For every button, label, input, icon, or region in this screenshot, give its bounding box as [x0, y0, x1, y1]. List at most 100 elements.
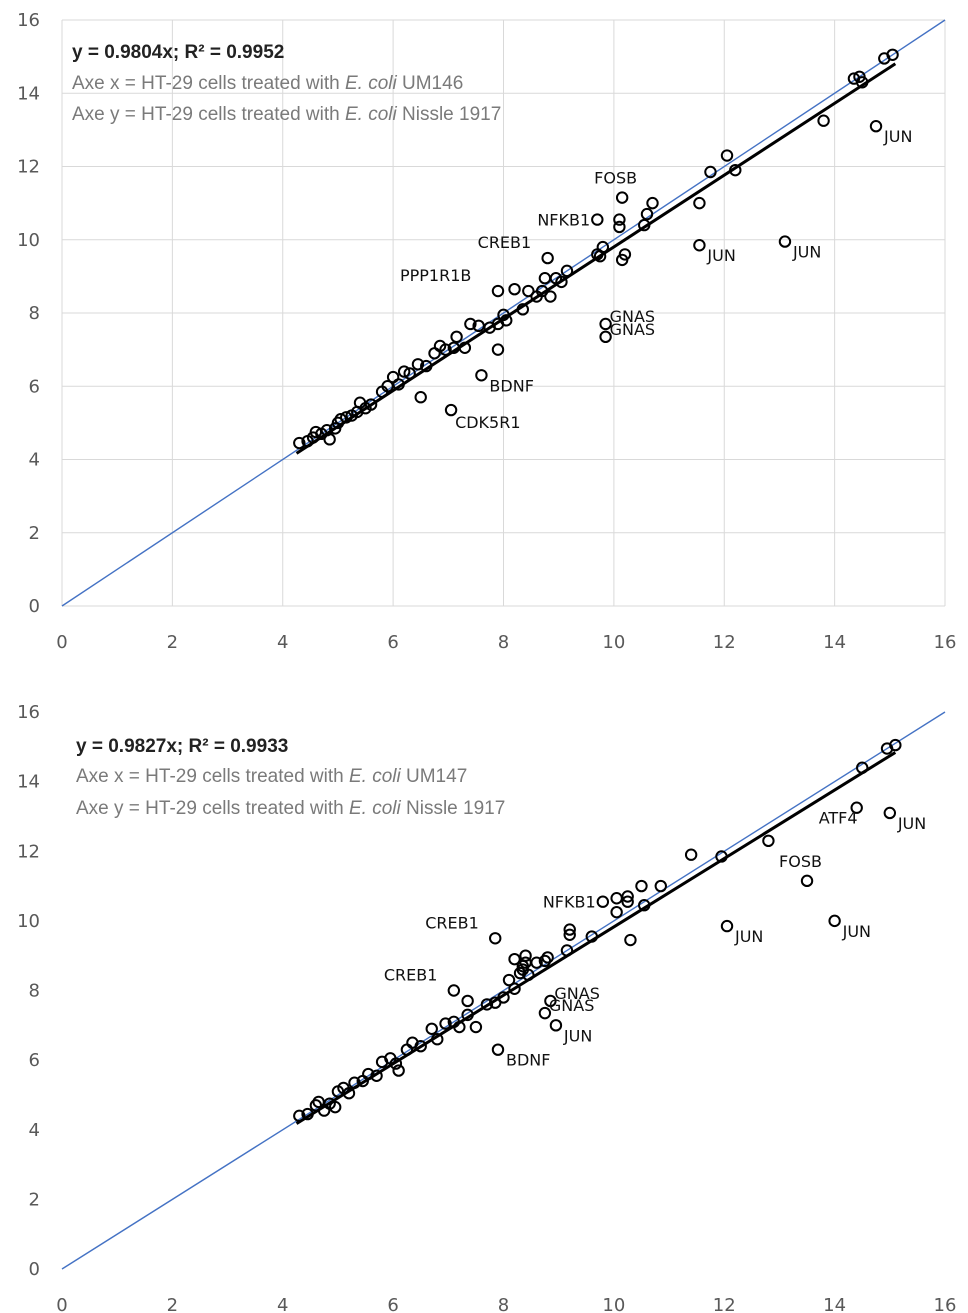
gene-label: BDNF	[506, 1051, 550, 1070]
gene-label: CDK5R1	[455, 413, 520, 432]
data-point	[464, 317, 477, 331]
y-tick-label: 6	[29, 376, 40, 397]
gene-label: JUN	[734, 927, 763, 946]
x-tick-label: 0	[56, 632, 67, 653]
data-point	[541, 951, 554, 964]
y-tick-label: 12	[17, 157, 40, 178]
scatter-chart-um146: JUN FOSB NFKB1 CREB1 JUN JUN PPP1R1B GNAS GNAS BD…	[17, 10, 956, 653]
data-point	[729, 163, 742, 177]
data-point	[348, 1076, 361, 1089]
data-point	[414, 391, 427, 404]
data-point	[508, 952, 521, 966]
y-tick-label: 0	[29, 1259, 40, 1280]
gene-label: GNAS	[554, 984, 599, 1003]
y-tick-label: 4	[29, 450, 40, 471]
data-point	[563, 928, 576, 941]
x-tick-label: 12	[713, 1295, 736, 1313]
identity-line	[61, 711, 946, 1270]
gene-label: BDNF	[489, 376, 533, 395]
data-point	[828, 914, 841, 928]
y-tick-label: 8	[29, 981, 40, 1002]
data-point	[340, 411, 353, 424]
gene-label: GNAS	[610, 320, 655, 339]
data-point	[762, 834, 775, 848]
scatter-chart-um147: ATF4 JUN FOSB NFKB1 CREB1 JUN JUN CREB1 GNAS GNAS…	[0, 660, 968, 1313]
data-point	[420, 359, 433, 373]
data-point	[560, 264, 574, 278]
x-tick-label: 12	[713, 632, 736, 653]
gene-label: JUN	[792, 243, 821, 262]
data-point	[596, 895, 610, 908]
data-points	[293, 738, 902, 1123]
regression-lines	[61, 711, 946, 1270]
data-point	[704, 165, 717, 179]
data-point	[654, 879, 667, 893]
y-tick-label: 2	[29, 523, 40, 544]
data-point	[817, 114, 830, 127]
axis-tick-labels: 0 2 4 6 8 10 12 14 16 0 2 4 6 8 10 12 14 16	[17, 10, 956, 653]
data-point	[491, 1043, 505, 1056]
data-point	[364, 398, 378, 411]
data-point	[489, 932, 502, 945]
data-point	[889, 738, 902, 752]
data-point	[458, 341, 472, 354]
data-point	[800, 874, 814, 888]
data-point	[444, 403, 458, 417]
y-tick-label: 10	[17, 911, 40, 932]
y-tick-label: 2	[29, 1189, 40, 1210]
gene-label: PPP1R1B	[400, 266, 471, 285]
data-point	[613, 213, 626, 226]
gene-label: ATF4	[819, 809, 858, 828]
data-point	[328, 1100, 342, 1114]
data-point	[334, 413, 347, 426]
regression-equation: y = 0.9827x; R² = 0.9933	[76, 736, 288, 757]
data-point	[850, 801, 863, 814]
data-point	[491, 343, 505, 356]
scatter-plot-um147: ATF4 JUN FOSB NFKB1 CREB1 JUN JUN CREB1 GNASGNAS…	[17, 702, 956, 1313]
data-point	[720, 919, 734, 933]
gene-label: JUN	[842, 922, 871, 941]
x-axis-description: Axe x = HT-29 cells treated with E. coli…	[72, 73, 463, 94]
x-tick-label: 4	[277, 1295, 288, 1313]
data-point	[500, 314, 513, 327]
gene-labels: ATF4 JUN FOSB NFKB1 CREB1 JUN JUN CREB1 GNASGNAS…	[384, 809, 926, 1070]
data-point	[693, 196, 706, 210]
y-tick-label: 0	[29, 596, 40, 617]
data-point	[883, 806, 897, 820]
data-point	[370, 1069, 383, 1082]
data-point	[362, 1067, 375, 1081]
data-point	[684, 848, 698, 861]
y-tick-label: 6	[29, 1050, 40, 1071]
data-point	[480, 998, 494, 1011]
data-point	[461, 1008, 474, 1022]
y-tick-label: 4	[29, 1120, 40, 1141]
gene-label: JUN	[563, 1026, 592, 1045]
x-tick-label: 10	[602, 632, 625, 653]
x-tick-label: 14	[823, 632, 846, 653]
data-point	[560, 944, 574, 957]
x-tick-label: 4	[277, 632, 288, 653]
data-point	[693, 239, 706, 252]
data-point	[397, 365, 411, 378]
data-point	[563, 923, 576, 936]
data-point	[519, 956, 532, 969]
data-point	[618, 248, 632, 261]
gene-label: JUN	[706, 246, 735, 265]
data-point	[453, 1020, 466, 1034]
gene-label: JUN	[883, 127, 912, 146]
y-axis-description: Axe y = HT-29 cells treated with E. coli…	[72, 104, 501, 125]
data-point	[646, 196, 659, 210]
data-point	[610, 905, 623, 919]
x-tick-label: 2	[167, 1295, 178, 1313]
data-point	[293, 1109, 306, 1123]
data-point	[439, 343, 452, 356]
y-tick-label: 16	[17, 702, 40, 723]
data-point	[715, 850, 728, 863]
regression-equation: y = 0.9804x; R² = 0.9952	[72, 42, 284, 63]
data-point	[538, 1006, 552, 1020]
x-axis-description: Axe x = HT-29 cells treated with E. coli…	[76, 766, 467, 787]
gene-label: NFKB1	[537, 211, 590, 230]
data-point	[624, 933, 637, 947]
